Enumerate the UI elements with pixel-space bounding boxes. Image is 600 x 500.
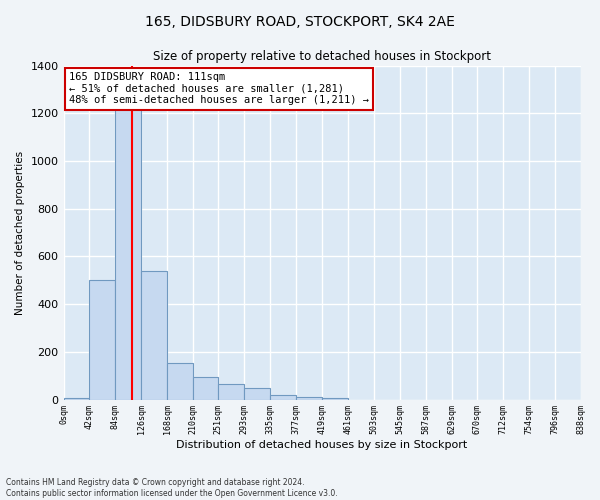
Bar xyxy=(115,94,141,400)
Bar xyxy=(244,388,270,400)
Y-axis label: Number of detached properties: Number of detached properties xyxy=(15,150,25,314)
Text: 165, DIDSBURY ROAD, STOCKPORT, SK4 2AE: 165, DIDSBURY ROAD, STOCKPORT, SK4 2AE xyxy=(145,15,455,29)
Bar xyxy=(296,397,322,400)
Bar xyxy=(270,395,296,400)
Bar xyxy=(64,398,89,400)
Bar xyxy=(89,280,115,400)
X-axis label: Distribution of detached houses by size in Stockport: Distribution of detached houses by size … xyxy=(176,440,467,450)
Bar xyxy=(167,362,193,400)
Text: Contains HM Land Registry data © Crown copyright and database right 2024.
Contai: Contains HM Land Registry data © Crown c… xyxy=(6,478,338,498)
Title: Size of property relative to detached houses in Stockport: Size of property relative to detached ho… xyxy=(153,50,491,63)
Bar xyxy=(218,384,244,400)
Bar xyxy=(141,270,167,400)
Bar xyxy=(322,398,348,400)
Bar xyxy=(193,377,218,400)
Text: 165 DIDSBURY ROAD: 111sqm
← 51% of detached houses are smaller (1,281)
48% of se: 165 DIDSBURY ROAD: 111sqm ← 51% of detac… xyxy=(69,72,369,106)
